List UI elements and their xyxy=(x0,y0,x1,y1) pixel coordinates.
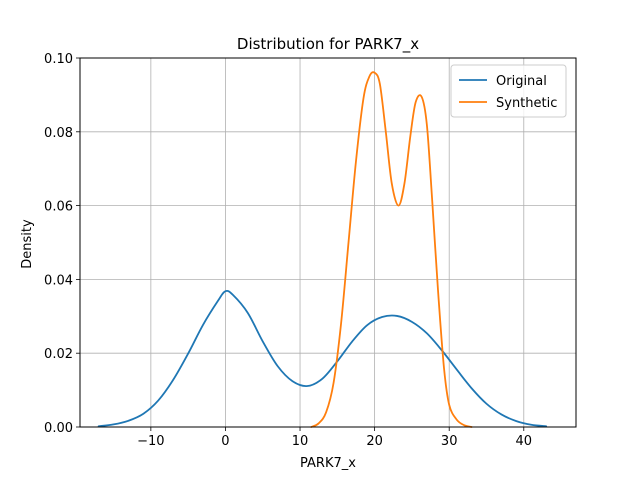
x-axis-ticks: −10 0 10 20 30 40 xyxy=(137,427,532,449)
y-tick-label: 0.08 xyxy=(44,126,73,141)
series-line-synthetic xyxy=(310,71,473,428)
legend-label: Synthetic xyxy=(496,96,557,111)
x-tick-label: 20 xyxy=(366,434,383,449)
legend: Original Synthetic xyxy=(450,64,567,118)
y-axis-label: Density xyxy=(20,219,35,269)
y-tick-label: 0.00 xyxy=(44,421,73,436)
x-tick-label: −10 xyxy=(137,434,164,449)
plot-frame xyxy=(79,57,577,428)
x-tick-label: 30 xyxy=(441,434,458,449)
y-axis-ticks: 0.00 0.02 0.04 0.06 0.08 0.10 xyxy=(44,52,80,436)
x-axis-label: PARK7_x xyxy=(300,456,356,471)
y-tick-label: 0.04 xyxy=(44,273,73,288)
x-tick-label: 40 xyxy=(516,434,533,449)
series-lines xyxy=(97,71,548,428)
x-tick-label: 0 xyxy=(221,434,229,449)
legend-label: Original xyxy=(496,74,547,89)
legend-box xyxy=(450,64,567,118)
y-tick-label: 0.10 xyxy=(44,52,73,67)
x-tick-label: 10 xyxy=(292,434,309,449)
chart-title: Distribution for PARK7_x xyxy=(237,35,419,54)
y-tick-label: 0.06 xyxy=(44,200,73,215)
series-line-original xyxy=(97,289,548,428)
y-tick-label: 0.02 xyxy=(44,347,73,362)
